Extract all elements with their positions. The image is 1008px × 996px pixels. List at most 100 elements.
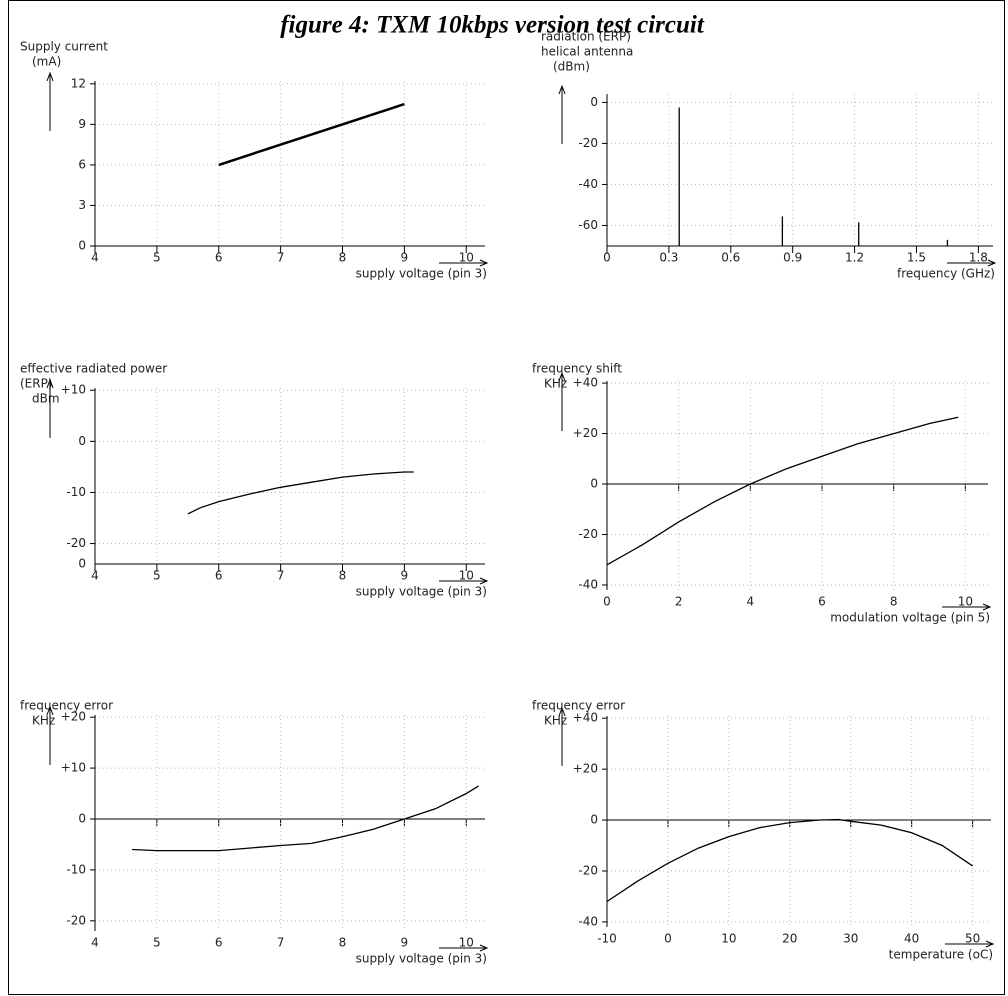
y-tick-label: +20 bbox=[573, 762, 598, 776]
x-tick-label: -10 bbox=[597, 932, 617, 946]
data-line bbox=[132, 785, 479, 852]
y-arrow-head bbox=[558, 371, 566, 382]
y-axis-label: frequency error bbox=[20, 699, 113, 713]
x-tick-label: 6 bbox=[215, 936, 223, 950]
y-axis-label: KHz bbox=[544, 377, 567, 391]
y-axis-label: KHz bbox=[544, 714, 567, 728]
x-tick-label: 10 bbox=[459, 936, 474, 950]
y-tick-label: 9 bbox=[78, 117, 86, 131]
x-tick-label: 8 bbox=[339, 936, 347, 950]
x-tick-label: 9 bbox=[401, 936, 409, 950]
x-arrow-head bbox=[987, 259, 997, 267]
y-tick-label: 0 bbox=[78, 812, 86, 826]
y-arrow-head bbox=[558, 84, 566, 95]
x-tick-label: 1.8 bbox=[969, 251, 988, 265]
y-axis-label: KHz bbox=[32, 714, 55, 728]
x-tick-label: 4 bbox=[91, 251, 99, 265]
x-tick-label: 6 bbox=[215, 251, 223, 265]
y-axis-label: (mA) bbox=[32, 55, 61, 69]
y-tick-label: 0 bbox=[590, 477, 598, 491]
x-tick-label: 0.3 bbox=[659, 251, 678, 265]
y-tick-label: -10 bbox=[66, 485, 86, 499]
y-tick-label: -40 bbox=[578, 177, 598, 191]
x-tick-label: 7 bbox=[277, 936, 285, 950]
figure-title: figure 4: TXM 10kbps version test circui… bbox=[280, 12, 705, 39]
y-tick-label: -60 bbox=[578, 218, 598, 232]
x-tick-label: 4 bbox=[91, 936, 99, 950]
x-axis-label: frequency (GHz) bbox=[897, 267, 995, 281]
x-tick-label: 1.2 bbox=[845, 251, 864, 265]
y-axis-label: (ERP) bbox=[20, 377, 53, 391]
y-tick-label: -20 bbox=[578, 527, 598, 541]
data-line bbox=[606, 818, 973, 903]
y-tick-label: -20 bbox=[578, 863, 598, 877]
y-tick-label: +40 bbox=[573, 376, 598, 390]
data-line bbox=[218, 102, 405, 167]
x-tick-label: 1.5 bbox=[907, 251, 926, 265]
y-axis-label: effective radiated power bbox=[20, 362, 167, 376]
y-axis-label: frequency error bbox=[532, 699, 625, 713]
y-axis-label: (dBm) bbox=[553, 60, 590, 74]
data-line bbox=[187, 471, 414, 515]
x-axis-label: supply voltage (pin 3) bbox=[356, 952, 487, 966]
x-tick-label: 50 bbox=[965, 932, 980, 946]
y-tick-label: 12 bbox=[71, 76, 86, 90]
y-tick-label: +20 bbox=[61, 710, 86, 724]
y-axis-label: Supply current bbox=[20, 40, 108, 54]
x-tick-label: 0 bbox=[603, 595, 611, 609]
x-tick-label: 40 bbox=[904, 932, 919, 946]
frame bbox=[8, 0, 1005, 995]
x-axis-label: supply voltage (pin 3) bbox=[356, 267, 487, 281]
x-tick-label: 0.6 bbox=[721, 251, 740, 265]
y-axis-label: frequency shift bbox=[532, 362, 622, 376]
x-tick-label: 10 bbox=[721, 932, 736, 946]
x-tick-label: 6 bbox=[818, 595, 826, 609]
x-tick-label: 0.9 bbox=[783, 251, 802, 265]
y-arrow-head bbox=[558, 706, 566, 717]
x-tick-label: 10 bbox=[459, 251, 474, 265]
x-tick-label: 6 bbox=[215, 569, 223, 583]
y-tick-label: 3 bbox=[78, 198, 86, 212]
y-tick-label: -10 bbox=[66, 862, 86, 876]
x-tick-label: 9 bbox=[401, 569, 409, 583]
axis-break-label: 0 bbox=[78, 557, 86, 571]
y-axis-label: helical antenna bbox=[541, 45, 633, 59]
x-axis-label: temperature (oC) bbox=[889, 948, 993, 962]
x-arrow-head bbox=[479, 259, 489, 267]
y-tick-label: 0 bbox=[78, 239, 86, 253]
y-tick-label: +10 bbox=[61, 761, 86, 775]
y-tick-label: +10 bbox=[61, 383, 86, 397]
y-tick-label: -40 bbox=[578, 914, 598, 928]
y-tick-label: +20 bbox=[573, 426, 598, 440]
x-tick-label: 8 bbox=[890, 595, 898, 609]
y-tick-label: -20 bbox=[66, 913, 86, 927]
data-line bbox=[606, 416, 959, 566]
y-tick-label: -20 bbox=[66, 536, 86, 550]
x-arrow-head bbox=[479, 577, 489, 585]
x-tick-label: 10 bbox=[958, 595, 973, 609]
y-arrow-head bbox=[46, 378, 54, 389]
x-tick-label: 4 bbox=[747, 595, 755, 609]
x-tick-label: 7 bbox=[277, 569, 285, 583]
y-tick-label: -20 bbox=[578, 136, 598, 150]
x-tick-label: 2 bbox=[675, 595, 683, 609]
y-tick-label: -40 bbox=[578, 577, 598, 591]
y-axis-label: dBm bbox=[32, 392, 60, 406]
y-axis-label: radiation (ERP) bbox=[541, 30, 631, 44]
x-tick-label: 8 bbox=[339, 569, 347, 583]
x-tick-label: 10 bbox=[459, 569, 474, 583]
y-tick-label: 0 bbox=[590, 95, 598, 109]
x-tick-label: 9 bbox=[401, 251, 409, 265]
x-tick-label: 0 bbox=[603, 251, 611, 265]
x-tick-label: 0 bbox=[664, 932, 672, 946]
x-tick-label: 20 bbox=[782, 932, 797, 946]
x-axis-label: supply voltage (pin 3) bbox=[356, 585, 487, 599]
x-tick-label: 5 bbox=[153, 251, 161, 265]
x-arrow-head bbox=[985, 940, 995, 948]
x-tick-label: 7 bbox=[277, 251, 285, 265]
x-tick-label: 5 bbox=[153, 569, 161, 583]
x-tick-label: 4 bbox=[91, 569, 99, 583]
y-arrow-head bbox=[46, 705, 54, 716]
y-tick-label: 6 bbox=[78, 157, 86, 171]
